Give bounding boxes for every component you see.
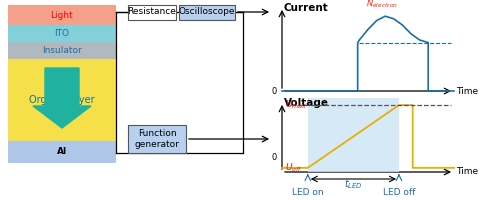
Bar — [307, 98, 398, 172]
Text: $U_{off}$: $U_{off}$ — [285, 162, 302, 174]
Bar — [8, 59, 116, 141]
Bar — [8, 5, 116, 25]
Text: Function
generator: Function generator — [134, 129, 179, 149]
Bar — [128, 4, 176, 20]
Text: Organic layer: Organic layer — [29, 95, 94, 105]
Text: Insulator: Insulator — [42, 46, 82, 55]
Bar — [128, 125, 186, 153]
Text: Current: Current — [284, 3, 328, 13]
Text: $t_{LED}$: $t_{LED}$ — [343, 177, 362, 191]
Text: Resistance: Resistance — [127, 7, 176, 17]
Text: 0: 0 — [271, 153, 276, 162]
Text: LED on: LED on — [291, 188, 323, 197]
Bar — [8, 141, 116, 163]
Text: Al: Al — [57, 148, 67, 156]
Text: $U_{max}$: $U_{max}$ — [285, 99, 307, 111]
Text: ITO: ITO — [54, 29, 69, 38]
Text: Light: Light — [50, 10, 73, 20]
Bar — [8, 42, 116, 59]
Bar — [179, 4, 235, 20]
Text: 0: 0 — [271, 86, 276, 96]
Text: $N_{electron}$: $N_{electron}$ — [365, 0, 397, 10]
Text: Time: Time — [455, 86, 477, 96]
Text: Time: Time — [455, 168, 477, 176]
Text: Voltage: Voltage — [284, 98, 328, 108]
Text: Oscilloscope: Oscilloscope — [179, 7, 235, 17]
Text: LED off: LED off — [382, 188, 414, 197]
Bar — [8, 25, 116, 42]
FancyArrow shape — [33, 68, 91, 128]
